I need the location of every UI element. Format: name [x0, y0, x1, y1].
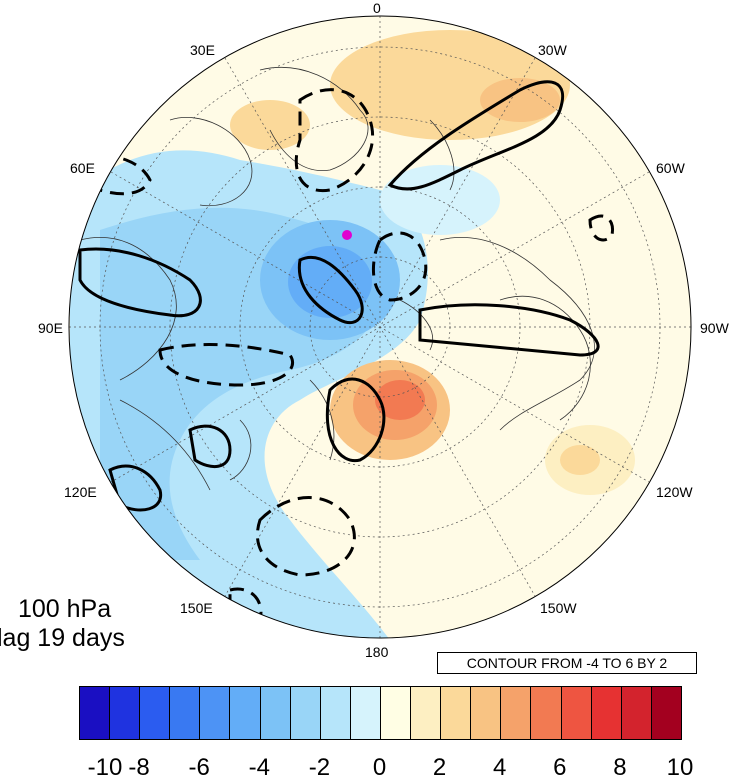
colorbar-cell [591, 687, 622, 739]
lon-label-150e: 150E [180, 600, 213, 616]
lon-label-150w: 150W [540, 600, 577, 616]
colorbar-tick-label: -10 [87, 754, 123, 781]
colorbar-cell [260, 687, 291, 739]
colorbar-cell [651, 687, 681, 739]
colorbar [79, 686, 682, 740]
colorbar-cell [350, 687, 381, 739]
contour-note: CONTOUR FROM -4 TO 6 BY 2 [437, 652, 697, 674]
map-boundary [68, 15, 692, 639]
colorbar-tick-label: 6 [553, 754, 567, 781]
lon-label-120w: 120W [656, 484, 693, 500]
colorbar-cell [380, 687, 412, 739]
colorbar-cell [621, 687, 652, 739]
colorbar-cell [501, 687, 532, 739]
colorbar-tick-label: 2 [432, 754, 447, 781]
lon-label-90w: 90W [700, 320, 729, 336]
colorbar-tick-label: -4 [248, 754, 270, 781]
colorbar-cell [411, 687, 442, 739]
colorbar-cell [531, 687, 562, 739]
colorbar-tick-label: -6 [188, 754, 210, 781]
colorbar-cell [230, 687, 261, 739]
colorbar-tick-label: -2 [308, 754, 331, 781]
colorbar-tick-label: 0 [372, 754, 387, 781]
colorbar-cell [110, 687, 141, 739]
lon-label-120e: 120E [64, 484, 97, 500]
colorbar-tick-label: 4 [493, 754, 507, 781]
coastlines [79, 67, 595, 491]
colorbar-cell [561, 687, 592, 739]
lon-label-180: 180 [365, 644, 389, 660]
colorbar-cell [200, 687, 231, 739]
colorbar-tick-label: -8 [128, 754, 150, 781]
lag-label: lag 19 days [0, 624, 125, 652]
colorbar-cell [320, 687, 351, 739]
lon-label-0: 0 [373, 0, 381, 16]
contours [78, 80, 600, 512]
colorbar-tick-label: 10 [666, 754, 694, 781]
map-field [69, 16, 691, 638]
colorbar-cell [170, 687, 201, 739]
level-label: 100 hPa [18, 595, 112, 623]
colorbar-cell [140, 687, 171, 739]
colorbar-cell [441, 687, 472, 739]
lon-label-60w: 60W [656, 160, 685, 176]
graticule [69, 16, 691, 638]
lon-label-30w: 30W [538, 42, 567, 58]
lon-label-90e: 90E [38, 320, 63, 336]
lon-label-60e: 60E [70, 160, 95, 176]
colorbar-cell [290, 687, 321, 739]
colorbar-cell [471, 687, 502, 739]
colorbar-tick-label: 8 [613, 754, 627, 781]
lon-label-30e: 30E [190, 42, 215, 58]
colorbar-cell [80, 687, 111, 739]
location-marker [342, 230, 352, 240]
